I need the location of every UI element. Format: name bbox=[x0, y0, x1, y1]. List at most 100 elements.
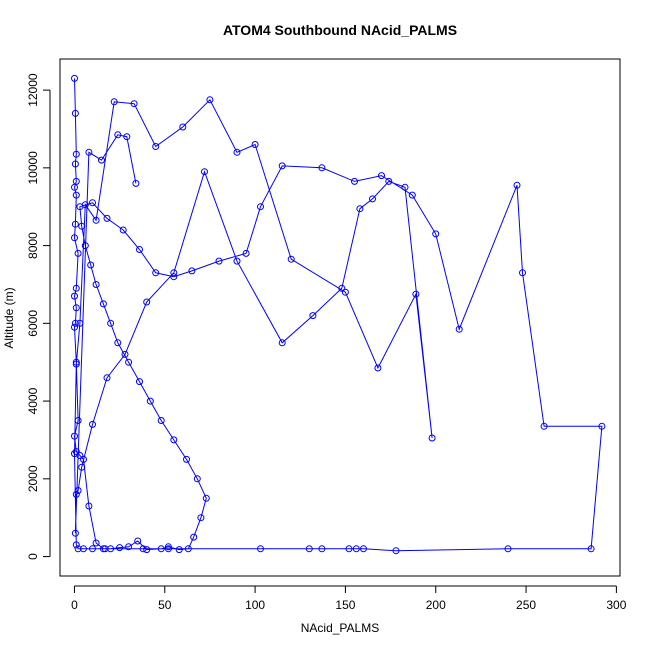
data-point bbox=[179, 123, 187, 131]
data-point bbox=[152, 143, 160, 150]
data-point bbox=[146, 397, 154, 405]
data-point bbox=[71, 450, 78, 458]
data-point bbox=[132, 179, 140, 187]
data-point bbox=[356, 205, 364, 213]
data-point bbox=[74, 249, 82, 257]
data-point bbox=[360, 545, 367, 553]
data-point bbox=[341, 288, 349, 296]
y-tick-label: 8000 bbox=[26, 232, 40, 259]
y-tick-label: 0 bbox=[26, 553, 40, 560]
data-point bbox=[352, 545, 360, 553]
data-point bbox=[81, 201, 89, 209]
data-point bbox=[251, 141, 259, 148]
x-axis-label: NAcid_PALMS bbox=[301, 621, 379, 635]
data-point bbox=[157, 417, 165, 424]
data-point bbox=[190, 533, 198, 541]
data-point bbox=[76, 319, 84, 327]
data-point bbox=[309, 312, 317, 320]
data-point bbox=[125, 543, 133, 551]
data-point bbox=[242, 249, 250, 257]
data-point bbox=[152, 269, 160, 277]
data-point bbox=[318, 164, 326, 172]
data-point bbox=[513, 181, 521, 189]
data-point bbox=[119, 226, 127, 234]
x-tick-label: 0 bbox=[71, 598, 78, 612]
data-point bbox=[74, 487, 82, 494]
data-point bbox=[99, 300, 107, 308]
data-point bbox=[72, 191, 80, 199]
data-point bbox=[71, 529, 79, 537]
data-point bbox=[193, 475, 201, 483]
data-point bbox=[278, 339, 286, 347]
data-point bbox=[71, 292, 78, 300]
plot-frame bbox=[59, 58, 621, 577]
data-point bbox=[89, 199, 96, 207]
data-point bbox=[428, 434, 436, 442]
x-tick-label: 150 bbox=[335, 598, 355, 612]
data-point bbox=[318, 545, 326, 553]
data-point bbox=[136, 246, 143, 253]
data-point bbox=[170, 273, 178, 281]
data-point bbox=[392, 547, 400, 555]
data-point bbox=[257, 545, 264, 553]
data-point bbox=[197, 514, 205, 522]
data-point bbox=[123, 133, 131, 141]
data-point bbox=[74, 545, 82, 553]
x-tick-label: 200 bbox=[426, 598, 446, 612]
x-tick-label: 300 bbox=[606, 598, 626, 612]
data-point bbox=[412, 290, 420, 298]
data-point bbox=[71, 234, 78, 242]
data-point bbox=[143, 298, 151, 306]
data-point bbox=[136, 378, 143, 386]
data-point bbox=[157, 545, 165, 553]
data-point bbox=[202, 494, 210, 502]
data-point bbox=[116, 544, 124, 552]
chart-title: ATOM4 Southbound NAcid_PALMS bbox=[223, 22, 457, 38]
data-point bbox=[121, 350, 129, 358]
data-point bbox=[184, 545, 192, 553]
y-axis: 0 2000 4000 6000 8000 10000 12000 bbox=[26, 73, 51, 560]
data-point bbox=[71, 323, 78, 331]
data-point bbox=[139, 545, 147, 553]
data-point bbox=[408, 191, 416, 199]
data-point bbox=[134, 537, 142, 545]
y-tick-label: 6000 bbox=[26, 310, 40, 337]
data-point bbox=[175, 546, 183, 554]
data-point bbox=[170, 269, 178, 277]
y-tick-label: 12000 bbox=[26, 73, 40, 107]
x-tick-label: 250 bbox=[516, 598, 536, 612]
data-point bbox=[385, 177, 393, 185]
data-point bbox=[71, 183, 78, 191]
data-point bbox=[504, 545, 512, 553]
data-point bbox=[114, 131, 122, 139]
data-point bbox=[87, 261, 95, 269]
data-point bbox=[519, 269, 526, 277]
data-point bbox=[103, 374, 111, 382]
data-point bbox=[130, 100, 138, 108]
data-point bbox=[401, 183, 409, 191]
data-point bbox=[107, 319, 115, 327]
data-point bbox=[351, 177, 358, 185]
data-point bbox=[85, 502, 93, 510]
data-point bbox=[114, 339, 122, 347]
data-point bbox=[110, 98, 118, 106]
data-point bbox=[81, 242, 89, 250]
y-tick-label: 2000 bbox=[26, 465, 40, 492]
data-point bbox=[80, 455, 87, 463]
series-layer bbox=[71, 74, 606, 555]
data-point bbox=[540, 422, 548, 430]
data-point bbox=[72, 304, 80, 312]
data-point bbox=[257, 203, 264, 211]
data-point bbox=[72, 358, 80, 366]
data-point bbox=[71, 109, 79, 117]
data-point bbox=[72, 541, 80, 549]
data-point bbox=[89, 420, 96, 428]
data-point bbox=[72, 284, 80, 292]
data-point bbox=[369, 195, 376, 203]
data-point bbox=[143, 546, 151, 554]
data-point bbox=[215, 257, 223, 265]
data-point bbox=[164, 545, 172, 553]
data-point bbox=[374, 364, 382, 372]
data-point bbox=[85, 148, 93, 156]
x-axis: 0 50 100 150 200 250 300 bbox=[71, 585, 627, 612]
